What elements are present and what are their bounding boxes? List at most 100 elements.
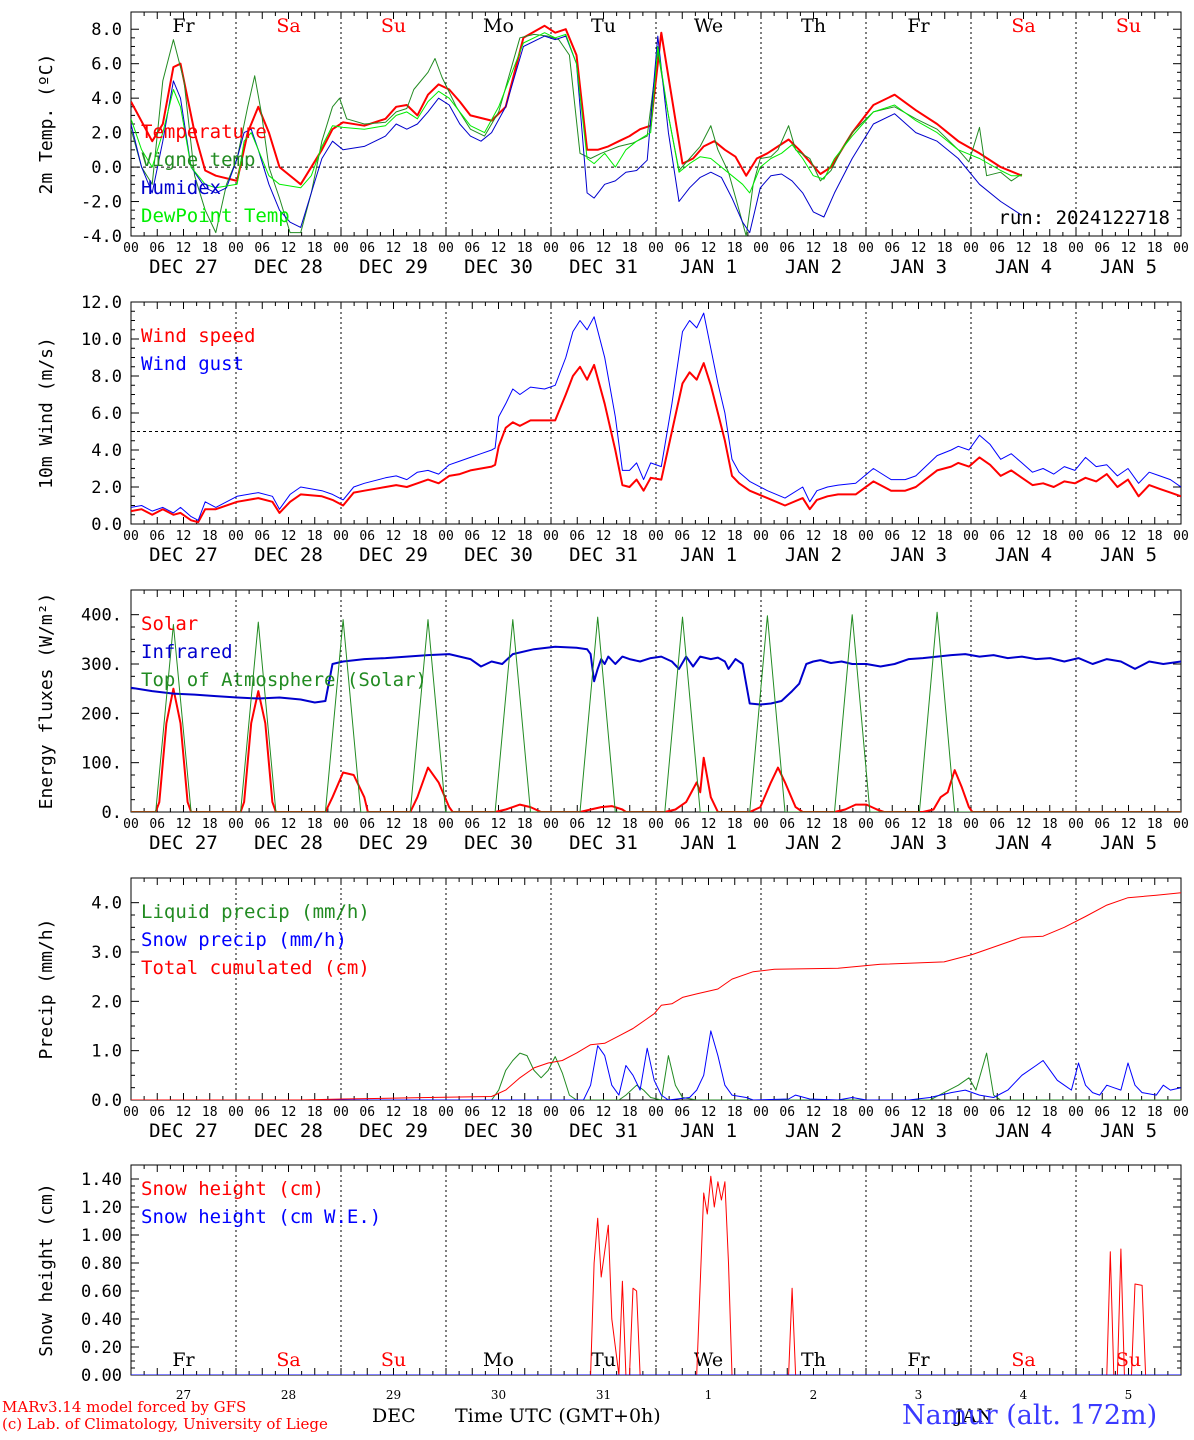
series-line-total-cumulated-cm- [131,892,1181,1100]
hour-tick-label: 00 [438,241,454,256]
day-name-label: Mo [483,1349,514,1371]
series-line-humidex [131,35,1023,234]
y-tick-label: -4.0 [81,227,122,247]
hour-tick-label: 12 [386,817,402,832]
date-label: JAN 5 [1100,832,1157,854]
hour-tick-label: 18 [1042,1105,1058,1120]
date-label: JAN 4 [995,1120,1052,1142]
hour-tick-label: 18 [1042,817,1058,832]
hour-tick-label: 00 [858,529,874,544]
hour-tick-label: 06 [989,241,1005,256]
y-tick-label: 6.0 [91,55,122,75]
hour-tick-label: 18 [622,1105,638,1120]
hour-tick-label: 18 [307,241,323,256]
day-name-label: Sa [1011,1349,1035,1371]
hour-tick-label: 12 [1121,241,1137,256]
hour-tick-label: 00 [228,817,244,832]
legend-entry: Temperature [141,121,267,143]
hour-tick-label: 18 [1147,1105,1163,1120]
hour-tick-label: 18 [937,817,953,832]
hour-tick-label: 00 [333,529,349,544]
legend-entry: Top of Atmosphere (Solar) [141,669,427,691]
hour-tick-label: 12 [701,817,717,832]
y-tick-label: 10.0 [81,330,122,350]
y-tick-label: 0.00 [81,1366,122,1386]
hour-tick-label: 06 [254,1105,270,1120]
y-axis-label: 2m Temp. (ºC) [36,54,57,195]
hour-tick-label: 06 [884,241,900,256]
hour-tick-label: 06 [254,529,270,544]
hour-tick-label: 06 [779,1105,795,1120]
hour-tick-label: 00 [333,817,349,832]
day-name-label: Fr [907,1349,930,1371]
time-axis-label: Time UTC (GMT+0h) [455,1405,661,1427]
hour-tick-label: 12 [1016,817,1032,832]
y-tick-label: -2.0 [81,193,122,213]
date-label: JAN 2 [785,1120,842,1142]
hour-tick-label: 12 [281,817,297,832]
date-label: DEC 30 [464,1120,533,1142]
series-line-vigne-temp [131,33,1023,236]
date-label: JAN 2 [785,544,842,566]
hour-tick-label: 00 [753,529,769,544]
hour-tick-label: 18 [1042,241,1058,256]
hour-tick-label: 06 [779,817,795,832]
day-number-label: 28 [281,1388,296,1402]
date-label: DEC 29 [359,256,428,278]
hour-tick-label: 06 [464,529,480,544]
series-line-snow-height-cm- [131,1175,1181,1375]
date-label: DEC 27 [149,832,218,854]
hour-tick-label: 12 [806,1105,822,1120]
hour-tick-label: 00 [963,817,979,832]
y-tick-label: 2.0 [91,478,122,498]
date-label: DEC 31 [569,544,638,566]
hour-tick-label: 06 [254,817,270,832]
hour-tick-label: 06 [569,241,585,256]
model-line-1: MARv3.14 model forced by GFS [2,1398,247,1416]
hour-tick-label: 00 [543,529,559,544]
hour-tick-label: 00 [1173,817,1189,832]
hour-tick-label: 00 [228,529,244,544]
day-number-label: 2 [810,1388,818,1402]
hour-tick-label: 00 [648,241,664,256]
hour-tick-label: 18 [622,817,638,832]
hour-tick-label: 06 [989,529,1005,544]
hour-tick-label: 00 [858,817,874,832]
y-tick-label: 0. [102,803,122,823]
hour-tick-label: 18 [517,241,533,256]
date-label: JAN 5 [1100,256,1157,278]
date-label: DEC 27 [149,256,218,278]
hour-tick-label: 00 [123,529,139,544]
hour-tick-label: 12 [1016,529,1032,544]
hour-tick-label: 18 [727,241,743,256]
date-label: JAN 1 [680,256,737,278]
y-tick-label: 0.20 [81,1338,122,1358]
hour-tick-label: 12 [281,1105,297,1120]
date-label: JAN 1 [680,1120,737,1142]
hour-tick-label: 12 [596,529,612,544]
y-tick-label: 100. [81,754,122,774]
hour-tick-label: 12 [176,241,192,256]
hour-tick-label: 12 [1121,1105,1137,1120]
panel-4: 0.0 1.0 2.0 3.0 4.0 Precip (mm/h) 00 06 12 18 00 06… [36,877,1189,1142]
hour-tick-label: 12 [806,529,822,544]
day-name-label: Th [801,15,826,37]
date-label: JAN 4 [995,832,1052,854]
hour-tick-label: 00 [438,817,454,832]
date-label: DEC 28 [254,1120,323,1142]
hour-tick-label: 06 [674,241,690,256]
day-name-label: Th [801,1349,826,1371]
hour-tick-label: 00 [753,1105,769,1120]
date-label: DEC 29 [359,544,428,566]
day-number-label: 29 [386,1388,401,1402]
legend-entry: Liquid precip (mm/h) [141,901,370,923]
date-label: DEC 28 [254,256,323,278]
series-line-temperature [131,24,1023,186]
hour-tick-label: 18 [202,1105,218,1120]
hour-tick-label: 00 [963,241,979,256]
day-name-label: Fr [172,1349,195,1371]
date-label: DEC 29 [359,1120,428,1142]
hour-tick-label: 00 [543,817,559,832]
panel-2: 0.0 2.0 4.0 6.0 8.0 10.0 12.0 10m Wind (m/s) 00 0… [36,293,1189,566]
